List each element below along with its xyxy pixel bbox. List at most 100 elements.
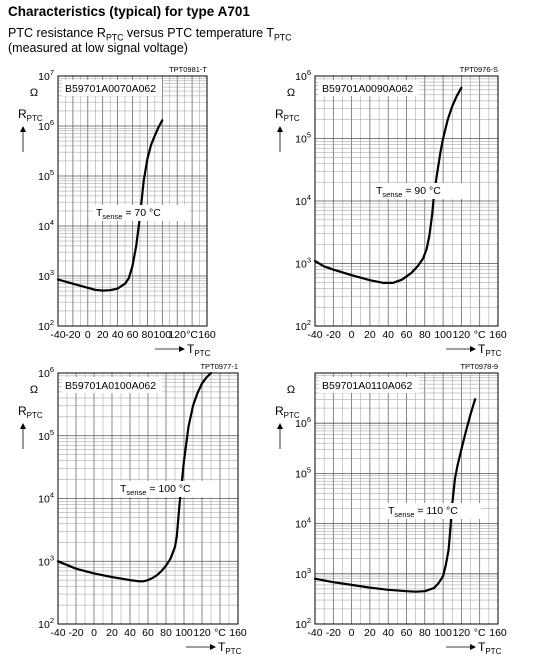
x-axis-label: TPTC xyxy=(187,342,211,358)
plot-frame xyxy=(57,372,239,625)
y-tick-exponent: 2 xyxy=(50,616,54,625)
y-axis-arrow-head xyxy=(277,126,283,132)
y-axis-label-main: R xyxy=(275,107,284,121)
x-tick-label: 0 xyxy=(349,627,355,639)
y-tick-exponent: 5 xyxy=(307,465,311,474)
x-tick-label: -40 xyxy=(307,627,322,639)
annotation-sub: sense xyxy=(102,212,122,221)
y-tick-label: 102 xyxy=(295,616,311,631)
y-tick-base: 10 xyxy=(295,259,307,271)
y-tick-label: 102 xyxy=(38,318,54,333)
x-tick-label: 100 xyxy=(434,627,452,639)
subtitle-subscript-2: PTC xyxy=(273,32,292,43)
resistance-curve xyxy=(313,86,463,284)
figure-code: TPT0976-S xyxy=(460,65,498,74)
y-tick-label: 106 xyxy=(295,68,311,83)
x-axis-label-main: T xyxy=(218,640,226,654)
x-tick-label: 160 xyxy=(489,329,507,341)
x-tick-label: 120 xyxy=(168,329,186,341)
x-tick-label: 100 xyxy=(154,329,172,341)
x-tick-label: 20 xyxy=(364,329,376,341)
plot-frame xyxy=(314,75,499,327)
y-axis-label-main: R xyxy=(275,404,284,418)
y-axis-unit: Ω xyxy=(287,384,295,396)
x-tick-label: -40 xyxy=(50,627,65,639)
x-axis-label-main: T xyxy=(478,640,486,654)
part-number-label: B59701A0090A062 xyxy=(322,83,413,95)
y-tick-base: 10 xyxy=(38,494,50,506)
y-axis-label: RPTC xyxy=(18,107,43,123)
annotation-value: = 100 °C xyxy=(146,483,191,495)
x-tick-label: -40 xyxy=(307,329,322,341)
x-tick-label: -20 xyxy=(326,627,341,639)
x-tick-label: -20 xyxy=(65,329,80,341)
annotation-main: T xyxy=(120,483,127,495)
x-axis-arrow-head xyxy=(179,346,185,352)
y-tick-exponent: 7 xyxy=(50,68,54,77)
annotation-box xyxy=(373,183,469,199)
y-tick-base: 10 xyxy=(295,468,307,480)
x-axis-unit: °C xyxy=(214,627,226,639)
y-tick-exponent: 6 xyxy=(307,68,311,77)
y-tick-label: 106 xyxy=(38,118,54,133)
y-tick-exponent: 5 xyxy=(50,168,54,177)
annotation-sub: sense xyxy=(394,510,414,519)
annotation-main: T xyxy=(96,207,103,219)
y-axis-label-main: R xyxy=(18,107,27,121)
y-tick-base: 10 xyxy=(38,431,50,443)
y-axis-unit: Ω xyxy=(287,87,295,99)
subtitle-text-a: PTC resistance R xyxy=(8,26,106,40)
annotation-box xyxy=(117,481,213,497)
x-axis-label: TPTC xyxy=(218,640,242,656)
y-tick-base: 10 xyxy=(38,321,50,333)
x-tick-label: 120 xyxy=(453,627,471,639)
x-tick-label: 0 xyxy=(85,329,91,341)
x-tick-label: 20 xyxy=(106,627,118,639)
annotation-box xyxy=(385,503,481,519)
y-tick-label: 105 xyxy=(38,428,54,443)
x-tick-label: 100 xyxy=(175,627,193,639)
page-subtitle: PTC resistance RPTC versus PTC temperatu… xyxy=(8,26,291,43)
figure-code: TPT0978-9 xyxy=(460,362,498,371)
y-tick-exponent: 2 xyxy=(307,318,311,327)
resistance-curve xyxy=(313,398,477,593)
x-tick-label: 40 xyxy=(382,627,394,639)
y-axis-label-sub: PTC xyxy=(284,114,300,123)
y-axis-label: RPTC xyxy=(18,404,43,420)
x-tick-label: 60 xyxy=(401,627,413,639)
y-tick-base: 10 xyxy=(295,196,307,208)
plot-frame xyxy=(57,75,208,327)
y-axis-arrow-head xyxy=(20,126,26,132)
y-tick-exponent: 3 xyxy=(307,566,311,575)
resistance-curve xyxy=(56,119,164,292)
y-tick-base: 10 xyxy=(38,71,50,83)
y-tick-label: 106 xyxy=(295,415,311,430)
y-tick-base: 10 xyxy=(295,569,307,581)
y-tick-exponent: 5 xyxy=(50,428,54,437)
x-tick-label: 60 xyxy=(142,627,154,639)
resistance-curve xyxy=(56,371,213,583)
x-axis-unit: °C xyxy=(474,627,486,639)
x-tick-label: 40 xyxy=(112,329,124,341)
x-axis-unit: °C xyxy=(474,329,486,341)
y-axis-label-sub: PTC xyxy=(27,114,43,123)
annotation-box xyxy=(93,205,189,221)
y-tick-label: 104 xyxy=(295,516,311,531)
x-axis-label-sub: PTC xyxy=(485,349,501,358)
y-tick-label: 103 xyxy=(38,553,54,568)
y-tick-base: 10 xyxy=(295,71,307,83)
plot-frame xyxy=(314,372,499,625)
x-axis-label-sub: PTC xyxy=(485,647,501,656)
annotation-value: = 110 °C xyxy=(414,505,458,517)
page-subtitle-note: (measured at low signal voltage) xyxy=(8,41,188,55)
x-tick-label: 80 xyxy=(160,627,172,639)
y-tick-label: 103 xyxy=(295,256,311,271)
x-tick-label: 120 xyxy=(193,627,211,639)
y-tick-exponent: 4 xyxy=(307,516,311,525)
part-number-box xyxy=(62,377,162,393)
x-axis-arrow-head xyxy=(470,346,476,352)
x-axis-label: TPTC xyxy=(478,640,502,656)
